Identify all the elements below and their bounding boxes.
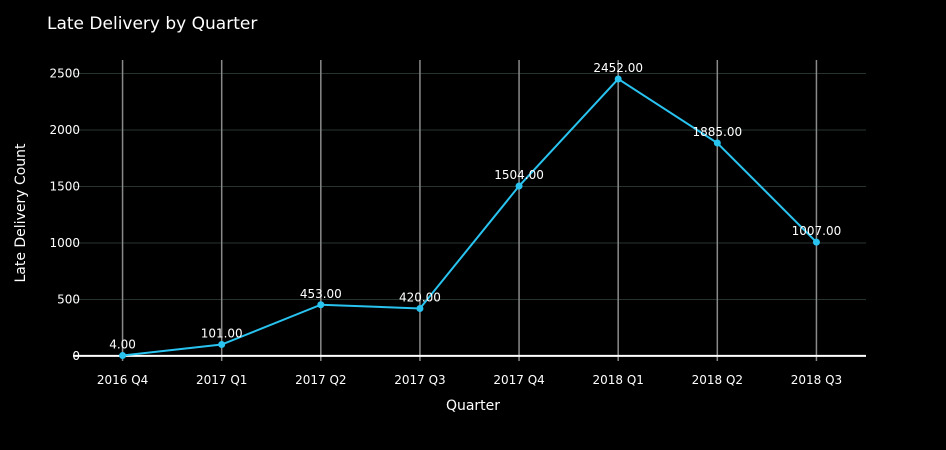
x-tick-label: 2018 Q1 [592,373,643,387]
y-tick-label: 500 [57,292,80,306]
data-label: 1007.00 [792,224,842,238]
data-point [119,351,127,359]
chart-title: Late Delivery by Quarter [47,14,257,34]
data-label: 420.00 [399,290,441,304]
x-tick-label: 2016 Q4 [97,373,148,387]
y-tick-label: 0 [72,349,80,363]
x-tick-label: 2017 Q2 [295,373,346,387]
x-axis-title: Quarter [446,398,500,414]
y-tick-label: 1000 [49,236,80,250]
y-tick-label: 1500 [49,179,80,193]
x-tick-label: 2017 Q3 [394,373,445,387]
series-layer [119,75,820,359]
data-point [515,182,523,190]
x-tick-label: 2018 Q3 [791,373,842,387]
data-point [812,238,820,246]
x-tick-label: 2017 Q1 [196,373,247,387]
series-line [122,77,818,357]
y-axis-title: Late Delivery Count [13,143,29,283]
data-point [713,139,721,147]
y-tick-label: 2000 [49,123,80,137]
data-label: 453.00 [300,287,342,301]
data-label: 4.00 [109,337,136,351]
x-tick-label: 2017 Q4 [493,373,544,387]
data-point [614,75,622,83]
x-tick-label: 2018 Q2 [692,373,743,387]
label-layer: 0 500 1000 1500 2000 2500 2016 Q4 2017 Q1 2017 Q… [49,61,842,387]
data-point [416,304,424,312]
data-label: 101.00 [201,327,243,341]
data-label: 1885.00 [693,125,743,139]
data-point [317,301,325,309]
data-label: 2452.00 [593,61,643,75]
grid-layer [73,60,866,361]
y-tick-label: 2500 [49,67,80,81]
data-point [218,341,226,349]
data-label: 1504.00 [494,168,544,182]
